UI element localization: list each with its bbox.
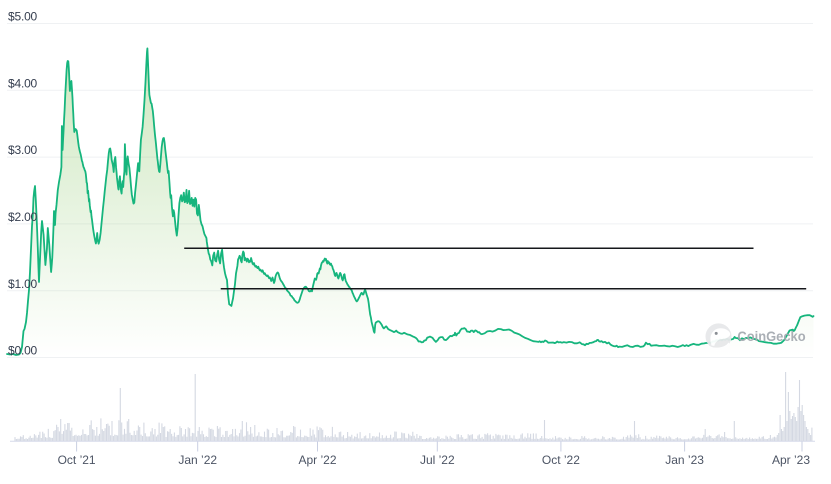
svg-text:Apr ’23: Apr ’23 bbox=[772, 453, 810, 467]
svg-text:$2.00: $2.00 bbox=[8, 210, 38, 224]
svg-text:Oct ’21: Oct ’21 bbox=[58, 453, 96, 467]
svg-text:Jan ’23: Jan ’23 bbox=[665, 453, 704, 467]
svg-text:$5.00: $5.00 bbox=[8, 10, 38, 24]
svg-text:CoinGecko: CoinGecko bbox=[737, 328, 805, 344]
svg-text:Jul ’22: Jul ’22 bbox=[420, 453, 455, 467]
svg-text:$1.00: $1.00 bbox=[8, 277, 38, 291]
svg-text:Jan ’22: Jan ’22 bbox=[178, 453, 217, 467]
svg-text:$0.00: $0.00 bbox=[8, 344, 38, 358]
svg-text:$3.00: $3.00 bbox=[8, 143, 38, 157]
svg-text:Oct ’22: Oct ’22 bbox=[542, 453, 580, 467]
svg-text:$4.00: $4.00 bbox=[8, 76, 38, 90]
svg-text:Apr ’22: Apr ’22 bbox=[298, 453, 336, 467]
